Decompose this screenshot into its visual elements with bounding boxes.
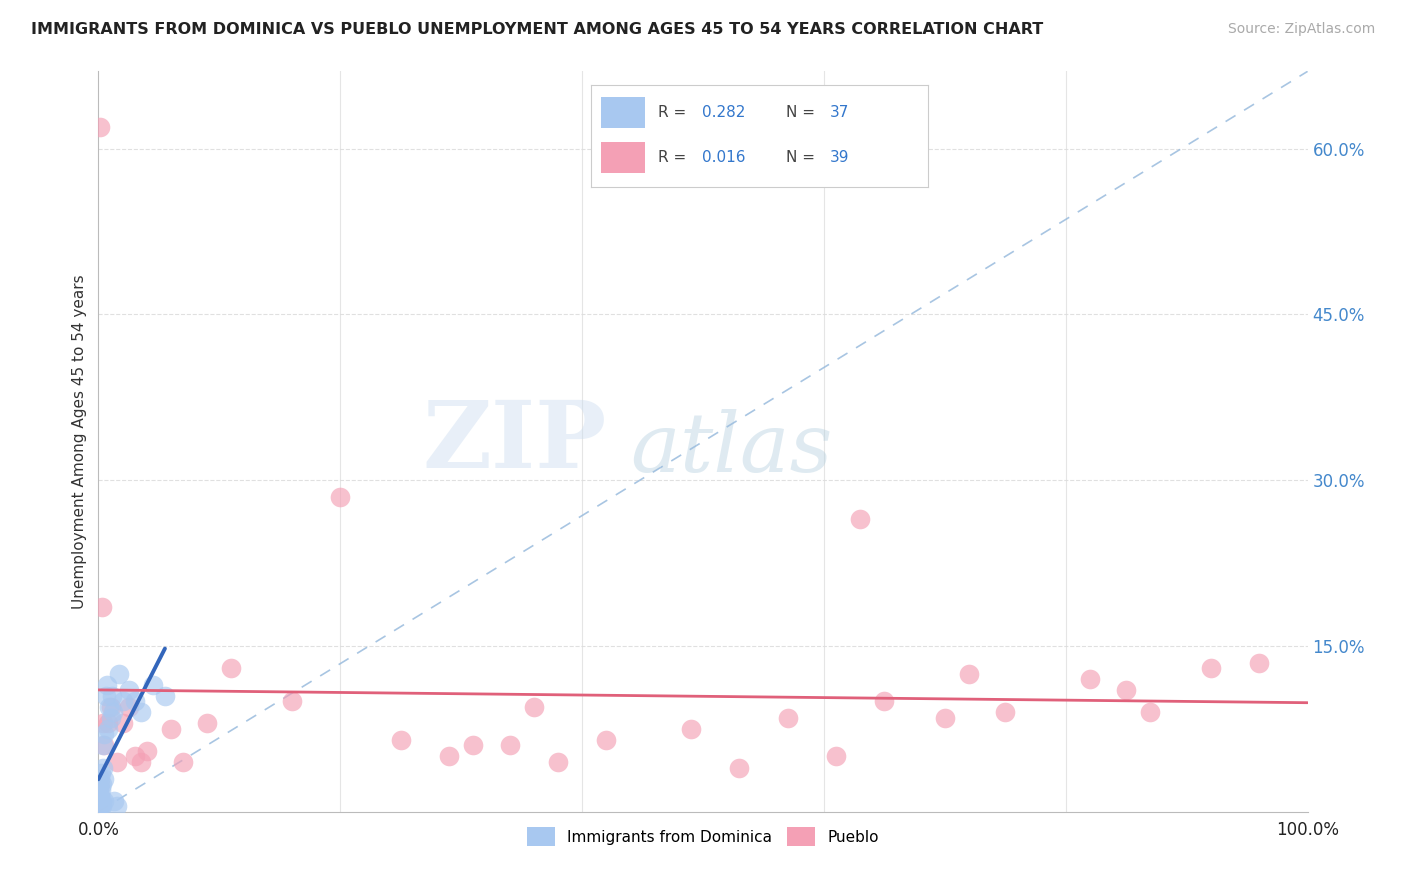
Point xyxy=(221,661,243,675)
Point xyxy=(1115,683,1137,698)
Point xyxy=(90,766,112,780)
Point xyxy=(934,711,956,725)
Point xyxy=(91,739,114,753)
Point xyxy=(849,512,872,526)
Point xyxy=(523,699,546,714)
Point xyxy=(89,794,111,808)
Point xyxy=(90,794,112,808)
Point xyxy=(100,689,122,703)
Point xyxy=(679,722,702,736)
Point xyxy=(91,794,114,808)
Point xyxy=(91,799,114,814)
Text: 39: 39 xyxy=(830,150,849,165)
Point xyxy=(160,722,183,736)
Point xyxy=(111,694,134,708)
Point xyxy=(728,760,751,774)
Point xyxy=(124,749,146,764)
Point xyxy=(994,706,1017,720)
Point xyxy=(89,777,111,791)
Point xyxy=(90,799,112,814)
Point xyxy=(172,755,194,769)
Text: R =: R = xyxy=(658,105,692,120)
Point xyxy=(97,722,120,736)
Point xyxy=(129,755,152,769)
Point xyxy=(498,739,520,753)
Text: 37: 37 xyxy=(830,105,849,120)
Point xyxy=(93,794,115,808)
Point xyxy=(98,699,121,714)
Point xyxy=(97,716,120,731)
Point xyxy=(100,711,122,725)
Point xyxy=(89,799,111,814)
Point xyxy=(118,699,141,714)
Point xyxy=(89,788,111,802)
FancyBboxPatch shape xyxy=(600,97,644,128)
Point xyxy=(281,694,304,708)
Point xyxy=(91,760,114,774)
Point xyxy=(91,600,114,615)
Text: N =: N = xyxy=(786,150,820,165)
Point xyxy=(124,694,146,708)
Point xyxy=(91,777,114,791)
Point xyxy=(93,739,115,753)
Point xyxy=(93,772,115,786)
Point xyxy=(94,689,117,703)
Point xyxy=(105,755,128,769)
Point xyxy=(547,755,569,769)
Point xyxy=(93,727,115,741)
Point xyxy=(89,799,111,814)
Point xyxy=(118,683,141,698)
Point xyxy=(1249,656,1271,670)
Point xyxy=(129,706,152,720)
Legend: Immigrants from Dominica, Pueblo: Immigrants from Dominica, Pueblo xyxy=(522,822,884,852)
Text: 0.016: 0.016 xyxy=(702,150,745,165)
Point xyxy=(957,666,980,681)
Point xyxy=(873,694,896,708)
Point xyxy=(100,699,122,714)
Point xyxy=(463,739,485,753)
Point xyxy=(776,711,799,725)
Y-axis label: Unemployment Among Ages 45 to 54 years: Unemployment Among Ages 45 to 54 years xyxy=(72,274,87,609)
Point xyxy=(1139,706,1161,720)
Point xyxy=(437,749,460,764)
Point xyxy=(89,772,111,786)
Point xyxy=(87,794,110,808)
Point xyxy=(389,732,412,747)
FancyBboxPatch shape xyxy=(600,142,644,173)
Point xyxy=(90,782,112,797)
Point xyxy=(103,794,125,808)
Text: IMMIGRANTS FROM DOMINICA VS PUEBLO UNEMPLOYMENT AMONG AGES 45 TO 54 YEARS CORREL: IMMIGRANTS FROM DOMINICA VS PUEBLO UNEMP… xyxy=(31,22,1043,37)
Point xyxy=(329,490,352,504)
Point xyxy=(89,120,111,134)
Point xyxy=(105,799,128,814)
Point xyxy=(195,716,218,731)
Point xyxy=(825,749,848,764)
Point xyxy=(108,666,131,681)
Point xyxy=(135,744,157,758)
Text: atlas: atlas xyxy=(630,409,832,489)
Text: N =: N = xyxy=(786,105,820,120)
Point xyxy=(101,706,124,720)
Point xyxy=(142,678,165,692)
Point xyxy=(87,799,110,814)
Point xyxy=(595,732,617,747)
Point xyxy=(111,716,134,731)
Point xyxy=(1078,672,1101,686)
Point xyxy=(153,689,176,703)
Point xyxy=(91,716,114,731)
Point xyxy=(87,782,110,797)
Point xyxy=(1199,661,1222,675)
Text: R =: R = xyxy=(658,150,692,165)
Point xyxy=(96,678,118,692)
Text: ZIP: ZIP xyxy=(422,397,606,486)
Text: 0.282: 0.282 xyxy=(702,105,745,120)
Text: Source: ZipAtlas.com: Source: ZipAtlas.com xyxy=(1227,22,1375,37)
